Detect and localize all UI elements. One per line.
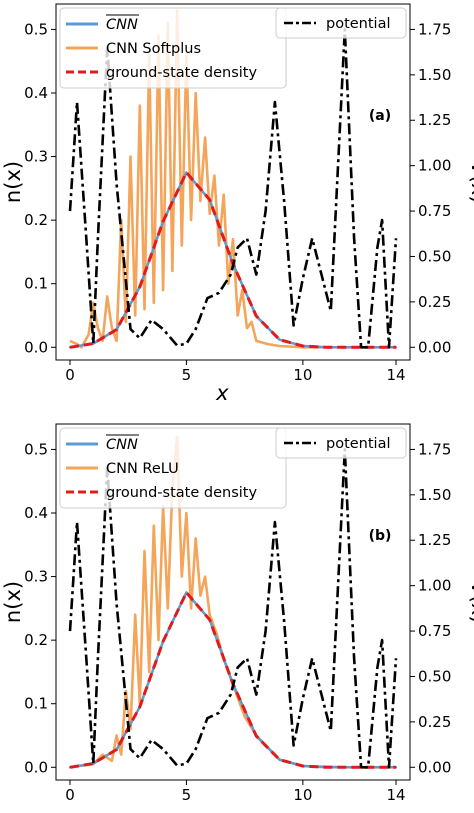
y-right-tick-label: 1.00 [418, 577, 451, 595]
x-tick-label: 5 [182, 786, 192, 804]
y-right-axis-label: V(x) [467, 160, 474, 203]
cnn-point [185, 591, 188, 594]
y-left-axis-label: n(x) [1, 161, 25, 203]
legend-label: CNN Softplus [106, 41, 201, 57]
y-left-tick-label: 0.3 [24, 568, 48, 586]
y-left-axis-label: n(x) [1, 581, 25, 623]
y-left-tick-label: 0.5 [24, 20, 48, 38]
plot-frame [55, 423, 411, 781]
x-tick-label: 10 [293, 366, 312, 384]
y-left-tick-label: 0.1 [24, 695, 48, 713]
panel-label: (a) [369, 108, 391, 124]
y-right-tick-label: 0.00 [418, 758, 451, 776]
legend-left: CNN CNN Softplus ground-state density [59, 7, 287, 89]
legend-box [275, 7, 407, 39]
legend-label: CNN [106, 17, 138, 33]
legend-left: CNN CNN ReLU ground-state density [59, 427, 287, 509]
y-left-tick-label: 0.2 [24, 631, 48, 649]
cnn-point [278, 758, 281, 761]
series-group [68, 9, 398, 349]
y-right-tick-label: 1.75 [418, 20, 451, 38]
legend-box [59, 427, 287, 509]
plot-frame [55, 3, 411, 361]
legend-label: ground-state density [106, 65, 257, 81]
legend-label: CNN [106, 437, 138, 453]
y-left-tick-label: 0.0 [24, 758, 48, 776]
y-left-tick-label: 0.3 [24, 148, 48, 166]
legend-label: potential [326, 16, 391, 32]
panel-label: (b) [369, 528, 392, 544]
x-axis-label: x [215, 801, 229, 808]
series-potential [68, 448, 398, 769]
cnn-point [348, 346, 351, 349]
x-tick-label: 14 [386, 366, 405, 384]
x-tick-label: 5 [182, 366, 192, 384]
x-tick-label: 0 [65, 366, 75, 384]
y-right-tick-label: 1.75 [418, 440, 451, 458]
y-right-tick-label: 1.50 [418, 486, 451, 504]
x-tick-label: 10 [293, 786, 312, 804]
y-left-tick-label: 0.0 [24, 338, 48, 356]
y-right-tick-label: 1.50 [418, 66, 451, 84]
legend-label: ground-state density [106, 485, 257, 501]
cnn-point [278, 338, 281, 341]
legend-right: potential [275, 7, 407, 39]
y-right-tick-label: 0.75 [418, 202, 451, 220]
legend-right: potential [275, 427, 407, 459]
y-right-tick-label: 0.50 [418, 667, 451, 685]
y-left-tick-label: 0.5 [24, 440, 48, 458]
y-right-tick-label: 1.00 [418, 157, 451, 175]
legend-box [275, 427, 407, 459]
y-right-tick-label: 0.00 [418, 338, 451, 356]
series-potential [68, 28, 398, 349]
y-right-axis-label: V(x) [467, 580, 474, 623]
x-axis-label: x [215, 381, 229, 405]
cnn-point [348, 766, 351, 769]
y-left-tick-label: 0.4 [24, 84, 48, 102]
y-right-tick-label: 0.25 [418, 713, 451, 731]
x-tick-label: 0 [65, 786, 75, 804]
x-tick-label: 14 [386, 786, 405, 804]
legend-box [59, 7, 287, 89]
y-left-tick-label: 0.2 [24, 211, 48, 229]
y-right-tick-label: 0.75 [418, 622, 451, 640]
y-right-tick-label: 1.25 [418, 531, 451, 549]
y-right-tick-label: 0.50 [418, 247, 451, 265]
y-left-tick-label: 0.1 [24, 275, 48, 293]
cnn-point [185, 171, 188, 174]
legend-label: potential [326, 436, 391, 452]
legend-label: CNN ReLU [106, 461, 179, 477]
y-left-tick-label: 0.4 [24, 504, 48, 522]
chart-panel-a: 0 5 10 14 0.0 0.1 0.2 0.3 0.4 0.5 0.00 0.25 0.50 0.75… [1, 3, 474, 405]
series-cnn-softplus [69, 9, 396, 349]
y-right-tick-label: 1.25 [418, 111, 451, 129]
chart-panel-b: 0 5 10 14 0.0 0.1 0.2 0.3 0.4 0.5 0.00 0.25 0.50 0.75… [1, 423, 474, 813]
y-right-tick-label: 0.25 [418, 293, 451, 311]
